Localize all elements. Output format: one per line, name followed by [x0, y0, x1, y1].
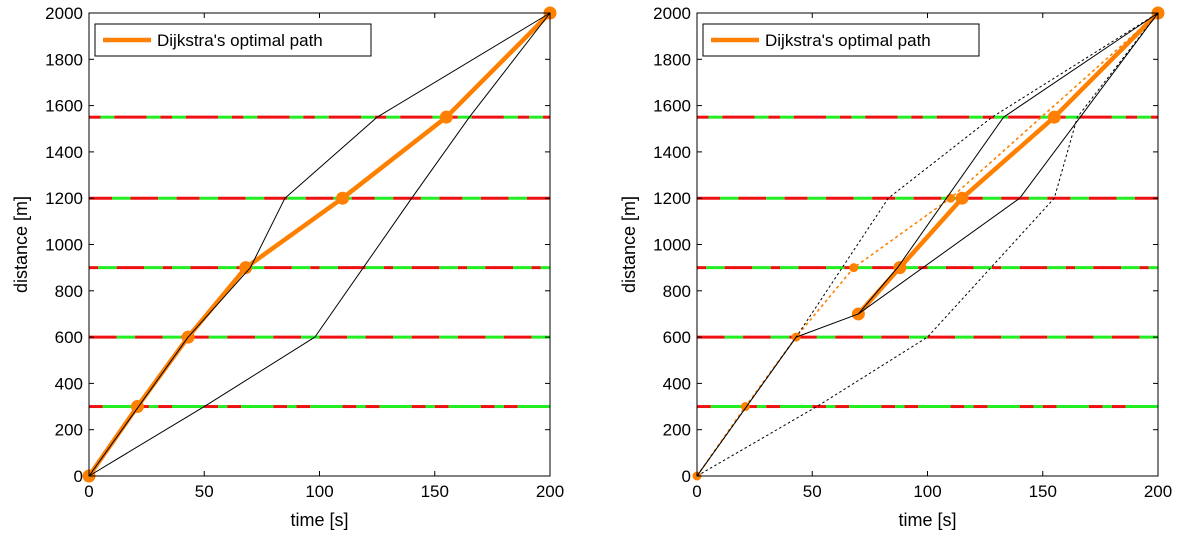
y-tick-label: 2000: [653, 4, 691, 23]
x-axis-label: time [s]: [290, 510, 348, 530]
y-tick-label: 800: [55, 282, 83, 301]
y-tick-label: 1800: [45, 50, 83, 69]
x-tick-label: 100: [305, 482, 333, 501]
y-axis-label: distance [m]: [619, 196, 639, 293]
y-tick-label: 600: [55, 328, 83, 347]
series-line-4: [858, 12, 1159, 315]
data-point: [955, 191, 969, 205]
y-tick-label: 400: [55, 374, 83, 393]
chart-panel-2: 0 50 100 150 2000200400600800100012001400160…: [619, 4, 1172, 530]
y-tick-label: 1200: [653, 189, 691, 208]
y-tick-label: 1200: [45, 189, 83, 208]
x-tick-label: 0: [692, 482, 701, 501]
y-tick-label: 0: [74, 467, 83, 486]
y-tick-label: 1600: [45, 97, 83, 116]
y-tick-label: 1000: [653, 236, 691, 255]
y-axis-label: distance [m]: [11, 196, 31, 293]
series-line-2: [696, 12, 1159, 477]
data-point: [849, 263, 859, 273]
x-tick-label: 150: [421, 482, 449, 501]
data-point: [239, 261, 253, 275]
data-point: [893, 261, 907, 275]
x-tick-label: 200: [1144, 482, 1172, 501]
legend: Dijkstra's optimal path: [702, 23, 980, 57]
data-point: [946, 193, 956, 203]
y-tick-label: 0: [682, 467, 691, 486]
legend: Dijkstra's optimal path: [94, 23, 372, 57]
x-axis-label: time [s]: [898, 510, 956, 530]
data-point: [1047, 110, 1061, 124]
data-point: [439, 110, 453, 124]
legend-label: Dijkstra's optimal path: [765, 31, 931, 50]
y-tick-label: 200: [55, 421, 83, 440]
y-tick-label: 1600: [653, 97, 691, 116]
x-tick-label: 150: [1029, 482, 1057, 501]
y-tick-label: 2000: [45, 4, 83, 23]
x-tick-label: 50: [195, 482, 214, 501]
legend-label: Dijkstra's optimal path: [157, 31, 323, 50]
y-tick-label: 400: [663, 374, 691, 393]
x-tick-label: 0: [84, 482, 93, 501]
y-tick-label: 1400: [45, 143, 83, 162]
x-tick-label: 200: [536, 482, 564, 501]
y-tick-label: 600: [663, 328, 691, 347]
y-tick-label: 1000: [45, 236, 83, 255]
y-tick-label: 200: [663, 421, 691, 440]
x-tick-label: 50: [803, 482, 822, 501]
series-line-5: [696, 12, 1159, 477]
series-line-2: [88, 12, 551, 477]
x-tick-label: 100: [913, 482, 941, 501]
series-line-3: [88, 12, 551, 477]
y-tick-label: 800: [663, 282, 691, 301]
data-point: [336, 191, 350, 205]
chart-panel-1: 0 50 100 150 2000200400600800100012001400160…: [11, 4, 564, 530]
y-tick-label: 1400: [653, 143, 691, 162]
series-line-6: [696, 12, 1159, 477]
y-tick-label: 1800: [653, 50, 691, 69]
